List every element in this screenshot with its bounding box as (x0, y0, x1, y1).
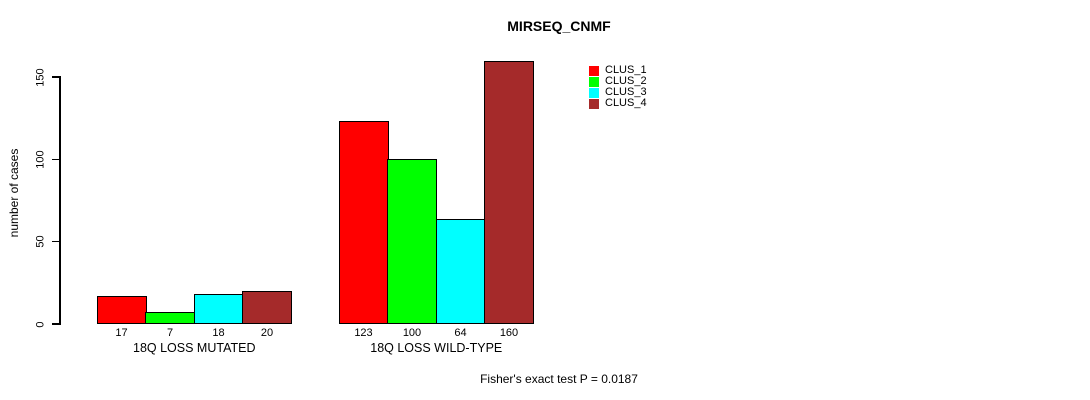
y-axis-line (59, 76, 61, 325)
bar-clus_1-mutated (96, 296, 147, 324)
bar-clus_2-wild-type (387, 159, 437, 324)
bar-clus_1-wild-type (338, 121, 389, 324)
y-tick (52, 323, 59, 325)
bar-clus_2-mutated (145, 312, 195, 324)
bar-value-label: 123 (354, 327, 373, 339)
group-label: 18Q LOSS MUTATED (133, 341, 256, 355)
y-axis-label: number of cases (7, 148, 21, 238)
legend-label: CLUS_3 (605, 86, 647, 98)
y-tick-label: 100 (34, 150, 47, 169)
legend-label: CLUS_4 (605, 97, 647, 109)
y-tick (52, 240, 59, 243)
chart-title: MIRSEQ_CNMF (507, 18, 611, 34)
annotation-fisher-test: Fisher's exact test P = 0.0187 (480, 372, 638, 386)
bar-clus_3-mutated (193, 294, 244, 324)
bar-value-label: 18 (212, 327, 225, 339)
bar-clus_4-wild-type (484, 60, 534, 324)
bar-clus_4-mutated (242, 291, 292, 324)
y-tick (52, 76, 59, 78)
legend-swatch-clus_2 (589, 76, 599, 87)
bar-value-label: 64 (454, 327, 467, 339)
y-tick-label: 0 (34, 320, 47, 328)
legend-label: CLUS_2 (605, 75, 647, 87)
bar-value-label: 17 (115, 327, 128, 339)
y-tick (52, 158, 59, 161)
group-label: 18Q LOSS WILD-TYPE (370, 341, 503, 355)
y-tick-label: 150 (34, 67, 47, 87)
bar-value-label: 20 (260, 327, 274, 339)
legend-swatch-clus_4 (589, 98, 599, 109)
legend-swatch-clus_1 (589, 65, 599, 76)
y-tick-label: 50 (34, 235, 47, 248)
bar-clus_3-wild-type (435, 218, 486, 324)
legend-label: CLUS_1 (605, 64, 647, 76)
bar-value-label: 7 (166, 327, 174, 339)
legend-swatch-clus_3 (589, 87, 599, 98)
bar-value-label: 100 (402, 327, 422, 339)
bar-value-label: 160 (499, 327, 519, 339)
